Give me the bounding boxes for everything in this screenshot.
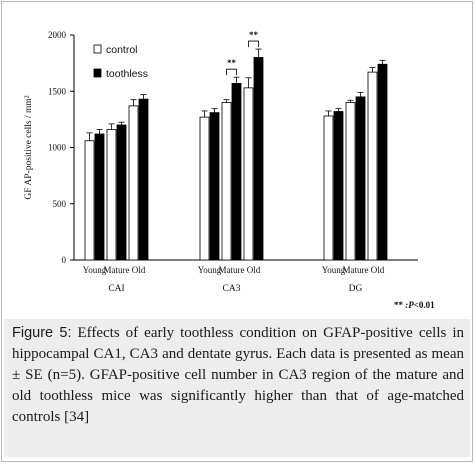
bar-CA3-Old-control	[243, 87, 254, 261]
bar-DG-Mature-toothless	[355, 96, 366, 261]
bar-DG-Young-control	[323, 115, 334, 261]
bar-CAI-Old-toothless	[138, 98, 149, 261]
significance-bracket-CA3-Mature	[226, 68, 237, 76]
x-tick-label: Young	[322, 265, 346, 275]
x-tick-label: Old	[132, 265, 146, 275]
caption-box: Figure 5: Effects of early toothless con…	[4, 319, 470, 457]
x-tick-label: Young	[83, 265, 107, 275]
significance-p-value: <0.01	[413, 300, 435, 310]
bar-DG-Mature-control	[345, 102, 356, 261]
x-tick-label: Mature	[219, 265, 245, 275]
bar-CA3-Mature-control	[221, 102, 232, 261]
y-tick-label: 500	[53, 199, 67, 209]
bar-CA3-Old-toothless	[253, 57, 264, 261]
bar-DG-Young-toothless	[333, 111, 344, 261]
figure-caption: Figure 5: Effects of early toothless con…	[12, 323, 464, 428]
legend-swatch-toothless	[93, 68, 102, 78]
x-tick-label: Young	[198, 265, 222, 275]
significance-stars-CA3-Mature: **	[227, 58, 237, 68]
x-tick-label: Old	[371, 265, 385, 275]
bar-DG-Old-toothless	[377, 63, 388, 261]
x-tick-label: Mature	[343, 265, 369, 275]
bar-CAI-Young-control	[84, 140, 95, 261]
bar-CA3-Young-control	[199, 116, 210, 261]
x-tick-label: Mature	[104, 265, 130, 275]
y-tick-label: 1000	[48, 143, 67, 153]
y-tick-label: 1500	[48, 86, 67, 96]
x-tick-label: Old	[247, 265, 261, 275]
group-label-DG: DG	[349, 284, 363, 294]
bar-CA3-Mature-toothless	[231, 82, 242, 261]
bar-CAI-Old-control	[128, 105, 139, 261]
bar-DG-Old-control	[367, 71, 378, 261]
y-tick-label: 0	[62, 255, 67, 265]
significance-p-label: :P	[405, 300, 414, 310]
bar-CAI-Young-toothless	[94, 133, 105, 261]
bar-CAI-Mature-control	[106, 129, 117, 261]
legend-label-toothless: toothless	[106, 68, 148, 80]
group-label-CAI: CAI	[108, 284, 124, 294]
legend-swatch-control	[93, 44, 102, 54]
significance-note: ** :P<0.01	[394, 300, 435, 310]
legend-label-control: control	[106, 44, 138, 56]
caption-label: Figure 5:	[12, 325, 72, 341]
significance-bracket-CA3-Old	[248, 40, 259, 48]
significance-stars-CA3-Old: **	[249, 30, 259, 40]
caption-text: Effects of early toothless condition on …	[12, 325, 464, 425]
y-tick-label: 2000	[48, 30, 67, 40]
y-axis-label: GF AP-positive cells / mm²	[24, 95, 34, 199]
significance-stars: **	[394, 300, 403, 310]
bar-CA3-Young-toothless	[209, 112, 220, 261]
group-label-CA3: CA3	[223, 284, 241, 294]
bar-chart: 0 500 1000 1500 2000 GF AP-positive cells / m…	[24, 30, 418, 294]
bar-CAI-Mature-toothless	[116, 124, 127, 261]
